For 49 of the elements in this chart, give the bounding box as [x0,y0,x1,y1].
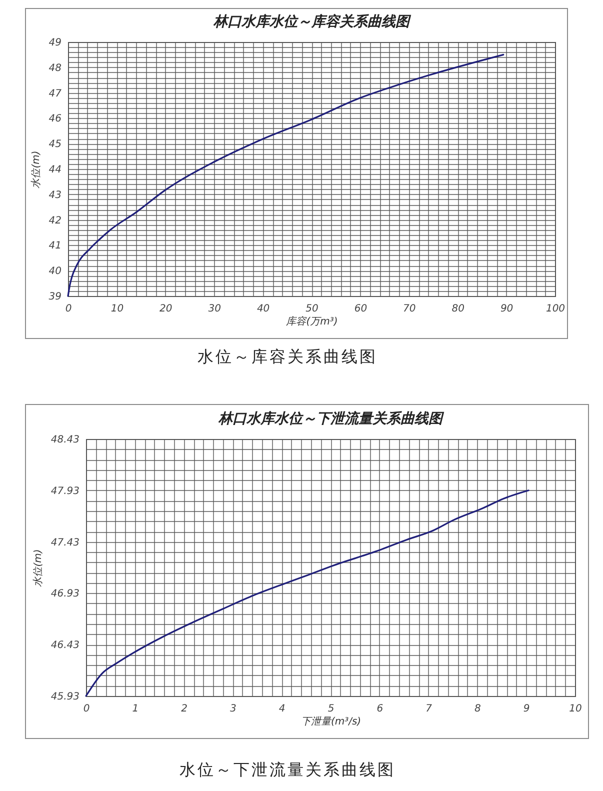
x-tick-label: 5 [328,704,334,714]
x-axis-title: 下泄量(m³/s) [300,716,362,728]
x-tick-label: 90 [500,304,514,314]
line-series [85,490,530,697]
y-tick-label: 48.43 [50,434,80,446]
x-tick-label: 20 [160,304,172,314]
y-tick-label: 45 [48,139,62,150]
y-axis-title: 水位(m) [30,150,42,188]
y-tick-label: 44 [48,164,62,176]
x-tick-label: 80 [452,304,464,314]
x-tick-label: 4 [278,704,286,714]
y-tick-label: 47.43 [50,537,80,548]
x-tick-label: 1 [132,704,139,714]
text: 水位～库容关系曲线图 [196,347,378,367]
x-tick-label: 2 [181,704,188,714]
y-tick-label: 46.43 [50,640,80,652]
x-axis-title: 库容(万m³) [286,316,338,328]
x-tick-label: 6 [376,704,384,714]
x-tick-label: 40 [256,304,270,314]
y-axis-title: 水位(m) [32,549,44,587]
chart-title: 林口水库水位～库容关系曲线图 [212,13,412,30]
y-tick-label: 40 [48,266,62,278]
y-tick-label: 48 [48,62,62,74]
y-tick-label: 42 [48,215,62,226]
x-tick-label: 10 [569,704,582,714]
x-tick-label: 3 [230,704,236,714]
y-tick-label: 46 [48,114,62,125]
y-tick-label: 47 [48,88,62,100]
x-tick-label: 60 [354,304,368,314]
x-tick-label: 9 [523,704,530,714]
y-tick-label: 43 [48,190,62,201]
x-tick-label: 100 [546,304,566,314]
text: 水位～下泄流量关系曲线图 [178,760,396,780]
x-tick-label: 0 [83,704,90,714]
y-tick-label: 39 [48,292,62,302]
y-tick-label: 46.93 [50,588,80,600]
x-tick-label: 8 [474,704,481,714]
x-tick-label: 7 [426,704,433,714]
y-tick-label: 47.93 [50,486,80,497]
x-tick-label: 70 [403,304,416,314]
x-tick-label: 30 [208,304,221,314]
chart-title: 林口水库水位～下泄流量关系曲线图 [218,410,444,427]
line-series [67,54,504,297]
y-tick-label: 49 [48,38,62,48]
y-tick-label: 41 [48,240,62,252]
x-tick-label: 10 [110,304,124,314]
x-tick-label: 0 [65,304,72,314]
x-tick-label: 50 [306,304,318,314]
y-tick-label: 45.93 [50,692,80,702]
